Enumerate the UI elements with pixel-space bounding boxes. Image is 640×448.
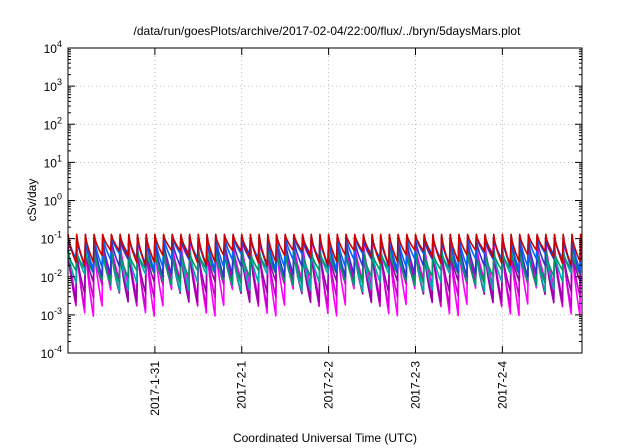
y-tick-label: 10-3 [41,306,62,323]
x-axis: 2017-1-31 2017-2-1 2017-2-2 2017-2-3 2017-2-… [148,48,509,416]
x-tick-label: 2017-2-3 [408,361,422,409]
series-line [67,233,583,267]
x-axis-label: Coordinated Universal Time (UTC) [233,431,417,445]
x-tick-label: 2017-2-4 [495,361,509,409]
y-tick-label: 104 [44,39,62,56]
y-tick-label: 103 [44,77,62,94]
y-tick-label: 100 [44,192,62,209]
y-tick-label: 10-2 [41,268,62,285]
y-axis: 10-4 10-3 10-2 10-1 100 101 102 103 104 [41,39,582,361]
y-tick-label: 101 [44,153,62,170]
series-line [67,249,583,304]
y-tick-label: 10-4 [41,344,62,361]
x-tick-label: 2017-2-1 [235,361,249,409]
y-tick-label: 102 [44,115,62,132]
series-group [67,233,583,317]
chart-title: /data/run/goesPlots/archive/2017-02-04/2… [134,24,522,38]
x-tick-label: 2017-2-2 [322,361,336,409]
y-tick-label: 10-1 [41,230,62,247]
x-tick-label: 2017-1-31 [148,361,162,416]
y-axis-label: cSv/day [25,179,39,222]
